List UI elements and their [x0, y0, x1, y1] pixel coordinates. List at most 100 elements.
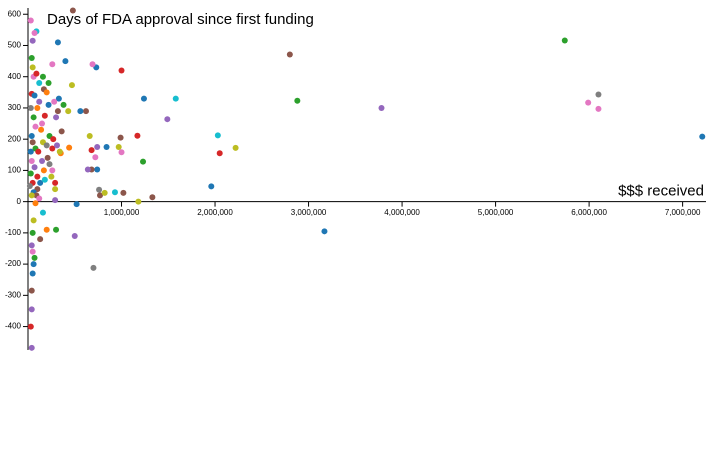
point: [94, 166, 101, 173]
point: [73, 201, 80, 208]
point: [37, 179, 44, 186]
point: [34, 173, 41, 180]
y-tick-label: 100: [8, 166, 22, 175]
y-tick-label: 500: [8, 41, 22, 50]
point: [66, 144, 73, 151]
point: [140, 158, 147, 165]
x-tick-label: 1,000,000: [104, 208, 140, 217]
point: [118, 67, 125, 74]
point: [321, 228, 328, 235]
point: [32, 123, 39, 130]
point: [26, 183, 33, 190]
point: [56, 148, 63, 155]
point: [32, 200, 39, 207]
point: [55, 95, 62, 102]
point: [118, 149, 125, 156]
point: [135, 198, 142, 205]
point: [51, 98, 58, 105]
point: [561, 37, 568, 44]
point: [35, 148, 42, 155]
point: [68, 82, 75, 89]
point: [134, 132, 141, 139]
point: [103, 143, 110, 150]
point: [69, 7, 76, 14]
point: [28, 54, 35, 61]
point: [31, 164, 38, 171]
y-tick-label: -400: [5, 322, 22, 331]
y-tick-label: -100: [5, 228, 22, 237]
point: [37, 236, 44, 243]
point: [31, 92, 38, 99]
point: [65, 108, 72, 115]
y-tick-label: 400: [8, 72, 22, 81]
point: [89, 61, 96, 68]
x-tick-label: 5,000,000: [478, 208, 514, 217]
point: [117, 134, 124, 141]
point: [52, 179, 59, 186]
point: [45, 79, 52, 86]
point: [50, 136, 57, 143]
y-tick-label: 0: [17, 197, 22, 206]
point: [54, 108, 61, 115]
point: [286, 51, 293, 58]
x-tick-label: 7,000,000: [665, 208, 701, 217]
point: [53, 142, 60, 149]
point: [62, 58, 69, 65]
point: [164, 116, 171, 123]
point: [53, 226, 60, 233]
point: [84, 166, 91, 173]
point: [82, 108, 89, 115]
point: [71, 233, 78, 239]
point: [39, 120, 46, 127]
point: [31, 29, 38, 36]
point: [699, 133, 706, 140]
point: [96, 186, 103, 193]
point: [120, 189, 127, 196]
point: [27, 170, 34, 177]
point: [29, 64, 36, 71]
point: [39, 158, 46, 165]
point: [28, 306, 35, 313]
point: [149, 194, 156, 201]
point: [232, 144, 239, 151]
y-tick-label: -300: [5, 290, 22, 299]
point: [49, 145, 56, 152]
y-tick-label: 200: [8, 134, 22, 143]
point: [97, 192, 104, 199]
point: [30, 217, 37, 224]
point: [43, 142, 50, 149]
y-tick-label: 600: [8, 9, 22, 18]
point: [54, 39, 61, 46]
point: [52, 197, 59, 204]
point: [92, 154, 99, 161]
x-tick-label: 4,000,000: [384, 208, 420, 217]
point: [86, 133, 93, 140]
point: [38, 126, 45, 133]
point: [29, 248, 36, 255]
point: [53, 114, 60, 121]
point: [28, 158, 35, 165]
point: [41, 112, 48, 119]
x-tick-label: 3,000,000: [291, 208, 327, 217]
point: [28, 133, 35, 140]
y-tick-label: 300: [8, 103, 22, 112]
point: [58, 128, 65, 135]
point: [30, 261, 37, 268]
point: [40, 167, 47, 174]
point: [29, 139, 36, 146]
point: [378, 104, 385, 111]
point: [140, 95, 147, 102]
point: [115, 143, 122, 150]
point: [39, 209, 46, 216]
x-tick-label: 2,000,000: [197, 208, 233, 217]
point: [172, 95, 179, 102]
point: [77, 108, 84, 115]
point: [41, 176, 48, 183]
x-axis-label: $$$ received: [618, 183, 704, 200]
point: [29, 229, 36, 236]
point: [52, 186, 59, 193]
point: [29, 270, 36, 277]
point: [595, 105, 602, 112]
